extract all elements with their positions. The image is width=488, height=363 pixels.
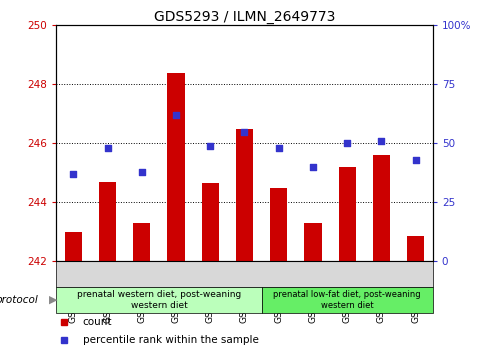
Point: [206, 143, 214, 148]
Text: prenatal low-fat diet, post-weaning
western diet: prenatal low-fat diet, post-weaning west…: [273, 290, 420, 310]
Text: prenatal western diet, post-weaning
western diet: prenatal western diet, post-weaning west…: [77, 290, 241, 310]
FancyBboxPatch shape: [56, 261, 432, 287]
Bar: [372, 155, 389, 261]
Bar: [99, 182, 116, 261]
Point: [274, 145, 282, 151]
Bar: [167, 73, 184, 261]
Bar: [201, 183, 218, 261]
Text: percentile rank within the sample: percentile rank within the sample: [82, 335, 258, 344]
Point: [377, 138, 385, 144]
Bar: [269, 188, 286, 261]
Point: [308, 164, 316, 170]
Bar: [304, 223, 321, 261]
FancyBboxPatch shape: [261, 287, 432, 313]
Point: [240, 129, 248, 134]
Bar: [235, 129, 253, 261]
Bar: [338, 167, 355, 261]
Bar: [406, 236, 423, 261]
Text: ▶: ▶: [48, 295, 57, 305]
Title: GDS5293 / ILMN_2649773: GDS5293 / ILMN_2649773: [154, 11, 334, 24]
Point: [138, 169, 145, 175]
Text: count: count: [82, 317, 112, 327]
Bar: [133, 223, 150, 261]
Point: [172, 112, 180, 118]
Point: [343, 140, 350, 146]
FancyBboxPatch shape: [56, 287, 261, 313]
Point: [103, 145, 111, 151]
Bar: [64, 232, 81, 261]
Text: protocol: protocol: [0, 295, 38, 305]
Point: [69, 171, 77, 177]
Point: [411, 157, 419, 163]
